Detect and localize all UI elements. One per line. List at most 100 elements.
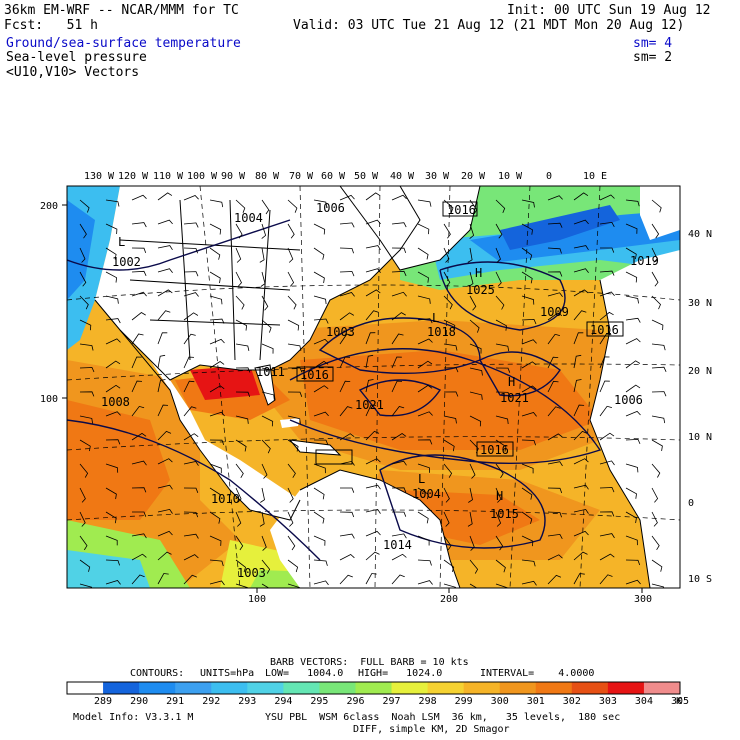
wind-barb	[79, 367, 95, 373]
wind-barb	[443, 511, 450, 527]
wind-barb	[79, 343, 94, 351]
wind-barb	[105, 535, 118, 546]
wind-barb	[209, 511, 221, 524]
wind-barb	[183, 271, 199, 277]
colorbar-value: 300	[490, 696, 509, 707]
wind-barb	[417, 360, 433, 369]
wind-barb	[287, 295, 297, 310]
field-slp-label: Sea-level pressure	[6, 50, 147, 65]
colorbar-value: 293	[238, 696, 257, 707]
valid-time: Valid: 03 UTC Tue 21 Aug 12 (21 MDT Mon …	[293, 18, 685, 33]
wind-barb	[339, 247, 354, 254]
wind-barb	[547, 292, 563, 298]
wind-barb	[391, 380, 403, 393]
colorbar-value: 295	[310, 696, 329, 707]
wind-barb	[651, 583, 665, 588]
wind-barb	[443, 415, 457, 424]
grid-ticks	[62, 204, 643, 593]
wind-barb	[235, 511, 242, 527]
model-diffusion: DIFF, simple KM, 2D Smagor	[353, 724, 510, 735]
wind-barb	[313, 338, 329, 345]
wind-barb	[235, 559, 246, 573]
wind-barb	[79, 439, 91, 452]
wind-barb	[521, 385, 537, 393]
contour-units: UNITS=hPa	[200, 668, 255, 679]
field-slp-smoothing: sm= 2	[633, 50, 673, 65]
wind-barb	[365, 310, 379, 321]
wind-barb	[313, 295, 327, 305]
wind-barb	[183, 292, 199, 297]
wind-barb	[573, 219, 589, 225]
wind-barb	[157, 379, 166, 393]
grid-y-label: 200	[40, 201, 58, 212]
wind-barb	[625, 223, 638, 234]
wind-barb	[417, 271, 429, 283]
wind-barb	[651, 487, 659, 503]
wind-barb	[157, 219, 173, 225]
wind-barb	[131, 553, 147, 561]
wind-barb	[365, 573, 377, 585]
wind-barb	[79, 199, 90, 213]
wind-barb	[183, 574, 197, 585]
wind-barb	[131, 487, 147, 493]
wind-barb	[521, 559, 536, 567]
wind-barb	[547, 461, 563, 467]
wind-barb	[79, 271, 87, 287]
wind-barb	[105, 384, 121, 393]
wind-barb	[131, 222, 147, 228]
contours-label: CONTOURS:	[130, 668, 185, 679]
wind-barb	[287, 511, 294, 527]
label-boxes	[296, 201, 624, 465]
wind-barb	[625, 438, 641, 445]
wind-barb	[573, 245, 589, 251]
wind-barb	[547, 533, 563, 539]
wind-barb	[547, 487, 563, 494]
wind-barb	[157, 530, 173, 537]
colorbar-value: 297	[382, 696, 401, 707]
wind-barb	[417, 411, 433, 417]
wind-barb	[235, 535, 244, 551]
wind-barb	[261, 295, 269, 311]
wind-barb	[235, 343, 250, 351]
wind-barb	[469, 319, 480, 333]
wind-barb	[261, 199, 270, 215]
wind-barb	[443, 295, 453, 310]
wind-barb	[79, 319, 92, 331]
wind-barb	[443, 319, 456, 331]
lon-label: 80 W	[255, 171, 280, 182]
colorbar-value: 290	[130, 696, 149, 707]
model-title: 36km EM-WRF -- NCAR/MMM for TC	[4, 3, 239, 18]
wind-barb	[209, 295, 223, 305]
wind-barb	[209, 487, 221, 500]
wind-barb	[365, 354, 374, 369]
wind-barb	[365, 289, 381, 297]
isobars	[67, 219, 602, 561]
wind-barb	[157, 458, 173, 465]
wind-barb	[209, 318, 225, 324]
wind-barb	[443, 439, 455, 452]
wind-barb	[235, 463, 244, 479]
field-sst-label: Ground/sea-surface temperature	[6, 36, 241, 51]
wind-barb	[547, 433, 563, 441]
forecast-hour: Fcst: 51 h	[4, 18, 98, 33]
wind-barb	[131, 312, 146, 321]
wind-barb	[183, 511, 199, 518]
wind-barb	[573, 551, 588, 561]
wind-barb	[313, 580, 329, 586]
wind-barb	[391, 533, 407, 539]
barb-vectors-note: BARB VECTORS: FULL BARB = 10 kts	[270, 657, 469, 668]
colorbar-swatch	[103, 682, 140, 694]
wind-barb	[599, 553, 615, 561]
wind-barb	[105, 338, 121, 345]
wind-barb	[521, 199, 535, 208]
wind-barb	[599, 270, 615, 276]
wind-barb	[287, 535, 296, 551]
lat-label: 20 N	[688, 366, 712, 377]
lat-label: 10 N	[688, 432, 712, 443]
wind-barb	[105, 439, 121, 445]
wind-barb	[105, 511, 117, 524]
wind-barb	[157, 430, 172, 441]
wind-barb	[131, 333, 144, 345]
wind-barb	[209, 580, 225, 586]
pressure-label: 1025	[466, 283, 495, 297]
